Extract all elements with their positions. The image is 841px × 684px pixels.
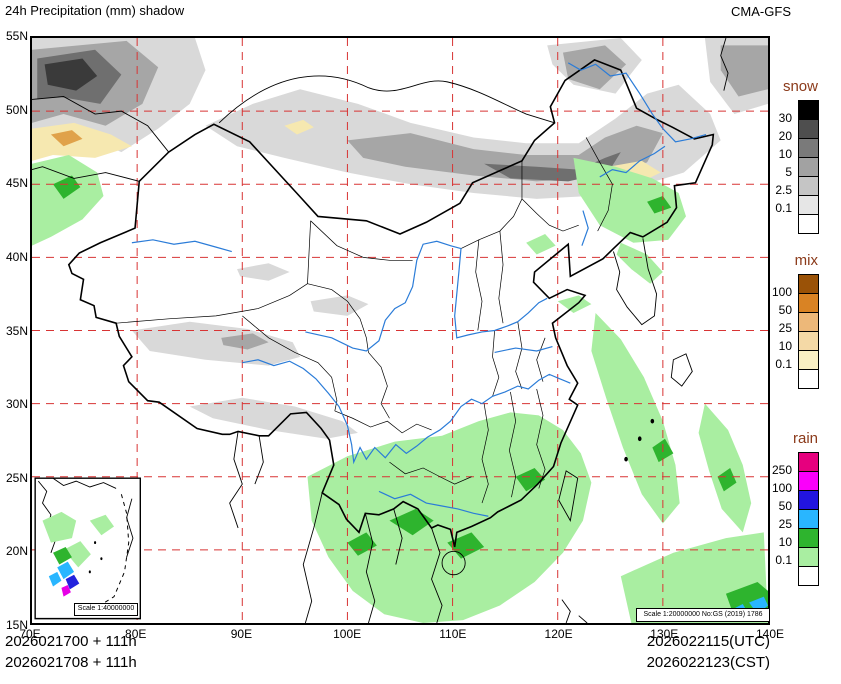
footer-valid-times: 2026022115(UTC) 2026022123(CST) <box>647 631 770 673</box>
rain-shading-light <box>32 155 768 623</box>
model-label: CMA-GFS <box>731 4 791 19</box>
legend-swatch <box>799 195 818 214</box>
legend-swatch <box>799 331 818 350</box>
legend-value: 0.1 <box>775 553 792 567</box>
map-canvas <box>30 36 770 625</box>
legend-value: 100 <box>771 285 792 299</box>
legend-value: 0.1 <box>775 201 792 215</box>
x-tick-130E: 130E <box>650 627 679 641</box>
y-tick-40N: 40N <box>5 249 28 264</box>
x-tick-110E: 110E <box>439 627 467 641</box>
valid-time-utc: 2026022115(UTC) <box>646 633 770 650</box>
x-tick-100E: 100E <box>333 627 362 641</box>
legend-value: 30 <box>778 111 792 125</box>
legend-value: 25 <box>778 321 792 335</box>
legend-swatch <box>799 157 818 176</box>
legend-group-rain: rain 250 100 50 25 10 0.1 <box>749 430 819 586</box>
y-tick-20N: 20N <box>5 544 28 559</box>
y-tick-55N: 55N <box>5 29 28 43</box>
legend-value: 25 <box>778 517 792 531</box>
legend-value: 20 <box>778 129 792 143</box>
init-time-utc: 2026021700 + 111h <box>5 633 137 650</box>
legend-swatch <box>799 138 818 157</box>
x-axis: 70E 80E 90E 100E 110E 120E 130E 140E <box>0 627 841 641</box>
province-borders <box>116 137 612 503</box>
map-svg <box>32 38 768 623</box>
legend-swatch <box>799 350 818 369</box>
legend-group-mix: mix 100 50 25 10 0.1 <box>749 252 819 389</box>
legend-bar-row-mix: 100 50 25 10 0.1 <box>749 274 819 389</box>
legend-colorbar-snow <box>798 100 819 234</box>
x-tick-120E: 120E <box>544 627 573 641</box>
y-tick-45N: 45N <box>5 176 28 191</box>
y-tick-30N: 30N <box>5 397 28 412</box>
x-tick-80E: 80E <box>125 627 147 641</box>
legend-value: 50 <box>778 499 792 513</box>
legend: snow 30 20 10 5 2.5 0.1 mix 100 50 25 10 0.1 rain 250 1… <box>749 0 819 684</box>
y-tick-25N: 25N <box>5 470 28 485</box>
legend-value: 10 <box>778 147 792 161</box>
legend-value: 0.1 <box>775 357 792 371</box>
legend-swatch <box>799 119 818 138</box>
legend-swatch <box>799 214 818 233</box>
x-tick-90E: 90E <box>230 627 253 641</box>
legend-value: 2.5 <box>775 183 792 197</box>
inset-scale-label: Scale 1:40000000 <box>74 603 138 616</box>
legend-swatch <box>799 566 818 585</box>
legend-value: 100 <box>771 481 792 495</box>
init-time-cst: 2026021708 + 111h <box>5 654 137 671</box>
legend-title-snow: snow <box>782 78 818 95</box>
legend-swatch <box>799 369 818 388</box>
china-border <box>69 60 714 547</box>
legend-swatch <box>799 293 818 312</box>
legend-value: 10 <box>778 339 792 353</box>
legend-title-mix: mix <box>794 252 818 269</box>
rivers <box>132 63 706 516</box>
legend-swatch <box>799 176 818 195</box>
legend-value: 10 <box>778 535 792 549</box>
legend-swatch <box>799 275 818 293</box>
legend-title-rain: rain <box>792 430 818 447</box>
mix-shading-strong <box>50 130 83 147</box>
legend-swatch <box>799 453 818 471</box>
legend-bar-row-snow: 30 20 10 5 2.5 0.1 <box>749 100 819 234</box>
x-tick-140E: 140E <box>755 627 785 641</box>
y-tick-15N: 15N <box>5 618 28 632</box>
legend-swatch <box>799 547 818 566</box>
legend-value: 50 <box>778 303 792 317</box>
nine-dash-line <box>74 494 129 612</box>
legend-swatch <box>799 312 818 331</box>
legend-swatch <box>799 490 818 509</box>
page-title: 24h Precipitation (mm) shadow <box>5 3 185 18</box>
grid-lines <box>32 38 768 623</box>
inset-map <box>35 478 140 618</box>
legend-value: 250 <box>771 463 792 477</box>
legend-colorbar-mix <box>798 274 819 389</box>
y-axis: 15N 20N 25N 30N 35N 40N 45N 50N 55N <box>2 0 28 684</box>
snow-shading-darkest <box>44 58 98 91</box>
map-scale-label: Scale 1:20000000 No:GS (2019) 1786 <box>636 608 770 622</box>
legend-colorbar-rain <box>798 452 819 586</box>
y-tick-35N: 35N <box>5 323 28 338</box>
legend-swatch <box>799 509 818 528</box>
legend-swatch <box>799 528 818 547</box>
valid-time-cst: 2026022123(CST) <box>646 654 770 671</box>
legend-swatch <box>799 471 818 490</box>
legend-swatch <box>799 101 818 119</box>
legend-group-snow: snow 30 20 10 5 2.5 0.1 <box>749 78 819 234</box>
legend-bar-row-rain: 250 100 50 25 10 0.1 <box>749 452 819 586</box>
legend-value: 5 <box>785 165 792 179</box>
foreign-borders <box>32 38 728 623</box>
y-tick-50N: 50N <box>5 102 28 117</box>
x-tick-70E: 70E <box>19 627 41 641</box>
footer-init-times: 2026021700 + 111h 2026021708 + 111h <box>5 631 137 673</box>
